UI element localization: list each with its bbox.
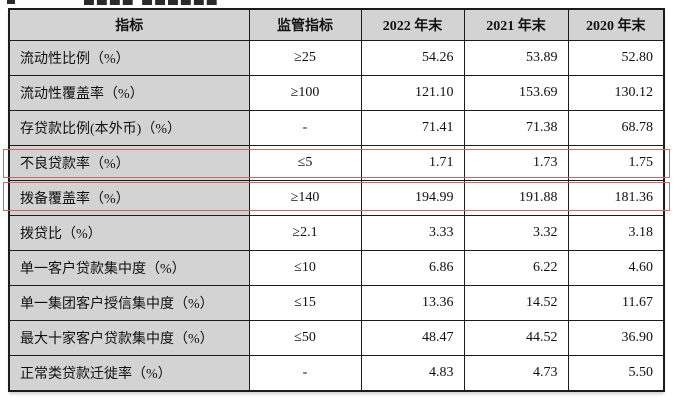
value-2021-cell: 71.38 <box>463 110 569 146</box>
regulatory-cell: ≥25 <box>248 40 362 76</box>
value-2020-cell: 11.67 <box>567 285 665 321</box>
value-2020-cell: 1.75 <box>567 145 665 181</box>
regulatory-indicators-table: 指标 监管指标 2022 年末 2021 年末 2020 年末 流动性比例（%）… <box>8 8 665 392</box>
value-2020-cell: 52.80 <box>567 40 665 76</box>
regulatory-cell: ≥2.1 <box>248 215 362 251</box>
table-row-liquidity-coverage: 流动性覆盖率（%） ≥100 121.10 153.69 130.12 <box>8 75 665 111</box>
value-2022-cell: 13.36 <box>360 285 465 321</box>
regulatory-cell: ≤50 <box>248 320 362 356</box>
indicators-table: 指标 监管指标 2022 年末 2021 年末 2020 年末 流动性比例（%）… <box>8 8 665 392</box>
value-2022-cell: 6.86 <box>360 250 465 286</box>
value-2022-cell: 4.83 <box>360 355 465 392</box>
regulatory-cell: - <box>248 110 362 146</box>
indicator-cell: 正常类贷款迁徙率（%） <box>8 355 250 392</box>
value-2021-cell: 3.32 <box>463 215 569 251</box>
table-row-normal-loan-migration: 正常类贷款迁徙率（%） - 4.83 4.73 5.50 <box>8 355 665 392</box>
value-2020-cell: 3.18 <box>567 215 665 251</box>
indicator-cell: 流动性覆盖率（%） <box>8 75 250 111</box>
value-2020-cell: 4.60 <box>567 250 665 286</box>
header-regulatory: 监管指标 <box>248 8 362 41</box>
clipped-heading-left-mark: ▄ <box>7 0 15 4</box>
value-2022-cell: 121.10 <box>360 75 465 111</box>
clipped-heading-fragment: ▄▄▄▄ ▄▄▄▄▄▄ <box>84 0 234 5</box>
table-row-liquidity-ratio: 流动性比例（%） ≥25 54.26 53.89 52.80 <box>8 40 665 76</box>
value-2022-cell: 54.26 <box>360 40 465 76</box>
value-2021-cell: 153.69 <box>463 75 569 111</box>
table-row-provision-loan-ratio: 拨贷比（%） ≥2.1 3.33 3.32 3.18 <box>8 215 665 251</box>
value-2021-cell: 44.52 <box>463 320 569 356</box>
value-2020-cell: 68.78 <box>567 110 665 146</box>
value-2020-cell: 130.12 <box>567 75 665 111</box>
regulatory-cell: ≥140 <box>248 180 362 216</box>
regulatory-cell: ≤15 <box>248 285 362 321</box>
indicator-cell: 单一集团客户授信集中度（%） <box>8 285 250 321</box>
header-2022: 2022 年末 <box>360 8 465 41</box>
value-2022-cell: 48.47 <box>360 320 465 356</box>
value-2020-cell: 36.90 <box>567 320 665 356</box>
value-2021-cell: 6.22 <box>463 250 569 286</box>
indicator-cell: 流动性比例（%） <box>8 40 250 76</box>
regulatory-cell: - <box>248 355 362 392</box>
value-2021-cell: 14.52 <box>463 285 569 321</box>
value-2020-cell: 5.50 <box>567 355 665 392</box>
table-row-loan-deposit-ratio: 存贷款比例(本外币)（%） - 71.41 71.38 68.78 <box>8 110 665 146</box>
regulatory-cell: ≤5 <box>248 145 362 181</box>
value-2021-cell: 53.89 <box>463 40 569 76</box>
indicator-cell: 拨备覆盖率（%） <box>8 180 250 216</box>
clipped-heading-left-mark-text: ▄ <box>7 0 15 4</box>
value-2021-cell: 1.73 <box>463 145 569 181</box>
table-row-single-customer-concentration: 单一客户贷款集中度（%） ≤10 6.86 6.22 4.60 <box>8 250 665 286</box>
table-row-top-ten-customers-concentration: 最大十家客户贷款集中度（%） ≤50 48.47 44.52 36.90 <box>8 320 665 356</box>
table-row-single-group-concentration: 单一集团客户授信集中度（%） ≤15 13.36 14.52 11.67 <box>8 285 665 321</box>
indicator-cell: 最大十家客户贷款集中度（%） <box>8 320 250 356</box>
indicator-cell: 单一客户贷款集中度（%） <box>8 250 250 286</box>
header-2021: 2021 年末 <box>463 8 569 41</box>
header-2020: 2020 年末 <box>567 8 665 41</box>
indicator-cell: 不良贷款率（%） <box>8 145 250 181</box>
regulatory-cell: ≥100 <box>248 75 362 111</box>
indicator-cell: 拨贷比（%） <box>8 215 250 251</box>
value-2022-cell: 3.33 <box>360 215 465 251</box>
value-2022-cell: 71.41 <box>360 110 465 146</box>
indicator-cell: 存贷款比例(本外币)（%） <box>8 110 250 146</box>
regulatory-cell: ≤10 <box>248 250 362 286</box>
header-row: 指标 监管指标 2022 年末 2021 年末 2020 年末 <box>8 8 665 41</box>
clipped-heading-fragment-text: ▄▄▄▄ ▄▄▄▄▄▄ <box>84 0 234 5</box>
header-indicator: 指标 <box>8 8 250 41</box>
value-2021-cell: 191.88 <box>463 180 569 216</box>
table-row-provision-coverage: 拨备覆盖率（%） ≥140 194.99 191.88 181.36 <box>8 180 665 216</box>
value-2021-cell: 4.73 <box>463 355 569 392</box>
value-2022-cell: 1.71 <box>360 145 465 181</box>
value-2020-cell: 181.36 <box>567 180 665 216</box>
value-2022-cell: 194.99 <box>360 180 465 216</box>
table-row-npl-ratio: 不良贷款率（%） ≤5 1.71 1.73 1.75 <box>8 145 665 181</box>
